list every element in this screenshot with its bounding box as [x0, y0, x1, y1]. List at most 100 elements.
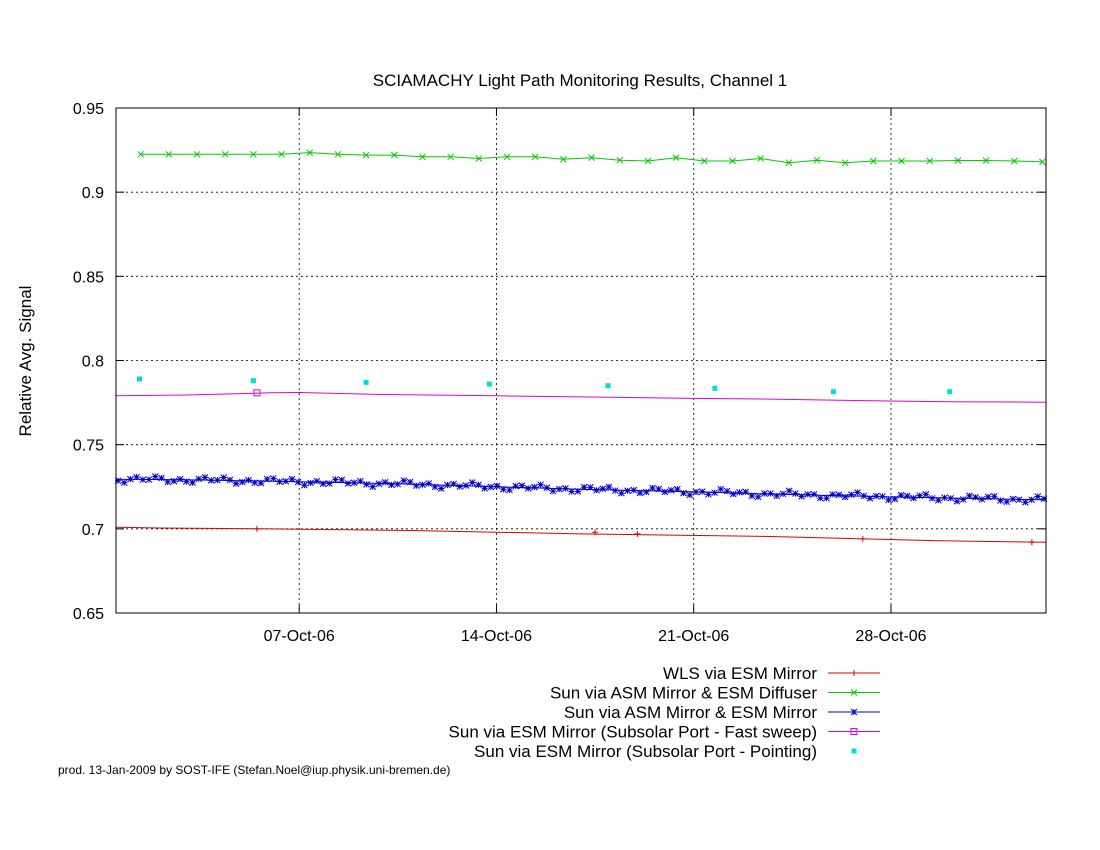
series-3-point	[487, 483, 495, 491]
series-3-point	[611, 487, 619, 494]
legend-marker-2	[850, 689, 858, 696]
series-3-point	[400, 477, 408, 484]
series-2-point	[841, 159, 849, 167]
series-2-point	[193, 150, 201, 158]
series-3-point	[425, 480, 433, 487]
series-2-point	[531, 153, 539, 161]
series-3-point	[531, 483, 538, 491]
series-3-point	[369, 483, 377, 491]
series-5-point	[363, 379, 369, 385]
legend-label-5: Sun via ESM Mirror (Subsolar Port - Poin…	[474, 742, 817, 761]
series-3-point	[406, 478, 414, 486]
series-3-point	[437, 485, 445, 492]
series-3-point	[257, 479, 265, 487]
series-3-point	[618, 489, 625, 497]
series-3-point	[301, 481, 308, 489]
series-3-point	[711, 489, 718, 497]
series-3-point	[580, 483, 588, 491]
series-3-point	[493, 482, 501, 490]
series-3-point	[978, 495, 986, 503]
series-3-point	[972, 493, 979, 501]
legend-marker-4	[850, 728, 858, 735]
series-3-point	[568, 488, 576, 495]
series-3-point	[879, 493, 886, 500]
series-2-point	[1039, 158, 1046, 166]
legend-label-4: Sun via ESM Mirror (Subsolar Port - Fast…	[449, 723, 817, 742]
series-5-point	[712, 385, 718, 391]
series-3-point	[922, 490, 930, 498]
series-3-point	[481, 485, 489, 492]
series-3-point	[139, 476, 147, 483]
series-3-point	[959, 496, 967, 503]
series-3-point	[251, 479, 259, 487]
legend-label-1: WLS via ESM Mirror	[663, 664, 817, 683]
series-2-point	[278, 150, 285, 158]
series-2-point	[419, 153, 426, 161]
series-3-point	[748, 492, 756, 500]
series-3-point	[344, 480, 352, 487]
series-3-point	[636, 489, 644, 497]
series-3-point	[114, 477, 122, 485]
series-3-point	[183, 478, 190, 485]
series-3-point	[804, 491, 812, 498]
series-3-point	[307, 479, 315, 487]
series-3-point	[829, 491, 837, 498]
series-3-point	[462, 482, 470, 489]
series-2-point	[475, 155, 483, 162]
series-3-point	[705, 490, 712, 498]
series-3-point	[499, 486, 507, 493]
series-3-point	[524, 485, 532, 492]
series-3-point	[431, 483, 439, 491]
series-3-point	[282, 477, 290, 485]
series-3-point	[1028, 496, 1035, 504]
series-3-point	[189, 479, 196, 487]
series-3-point	[512, 482, 520, 490]
y-tick-label: 0.95	[73, 101, 104, 118]
series-3-point	[810, 490, 818, 498]
series-3-point	[1040, 495, 1048, 503]
series-3-point	[357, 477, 364, 485]
series-3-point	[288, 475, 296, 483]
series-5-point	[830, 389, 836, 395]
series-3-point	[444, 481, 451, 489]
series-3-point	[263, 475, 271, 483]
series-3-point	[966, 492, 973, 500]
series-3-point	[910, 494, 917, 502]
series-5-point	[605, 383, 611, 389]
series-3-point	[997, 497, 1004, 504]
series-3-point	[599, 485, 607, 493]
series-3-point	[916, 492, 924, 500]
series-3-point	[574, 487, 582, 495]
series-5-point	[947, 389, 953, 395]
series-3-point	[363, 480, 370, 488]
series-1	[115, 525, 1047, 546]
x-tick-label: 21-Oct-06	[658, 628, 729, 645]
series-3-point	[270, 475, 277, 482]
series-3-point	[729, 490, 737, 498]
series-3-point	[891, 495, 899, 503]
series-3-point	[319, 480, 327, 488]
series-3-point	[412, 482, 420, 490]
series-1-line	[115, 526, 1047, 543]
series-3-point	[245, 476, 252, 484]
series-3-point	[214, 476, 221, 484]
series-3-point	[698, 488, 706, 495]
y-tick-label: 0.65	[73, 606, 104, 623]
series-2-point	[870, 157, 877, 165]
series-3-point	[736, 488, 743, 496]
series-3-point	[506, 486, 513, 494]
series-3-point	[984, 493, 992, 501]
series-3-point	[562, 484, 569, 492]
series-3-point	[394, 480, 402, 488]
y-tick-label: 0.8	[82, 354, 104, 371]
series-3-point	[655, 485, 663, 493]
series-3-point	[897, 491, 905, 499]
series-3-point	[717, 485, 725, 493]
series-3-point	[158, 474, 165, 482]
series-2-point	[813, 156, 821, 164]
series-2-point	[588, 154, 595, 162]
series-3-point	[798, 492, 805, 500]
x-tick-label: 14-Oct-06	[461, 628, 532, 645]
series-3-point	[835, 491, 843, 499]
series-3-point	[276, 478, 283, 486]
